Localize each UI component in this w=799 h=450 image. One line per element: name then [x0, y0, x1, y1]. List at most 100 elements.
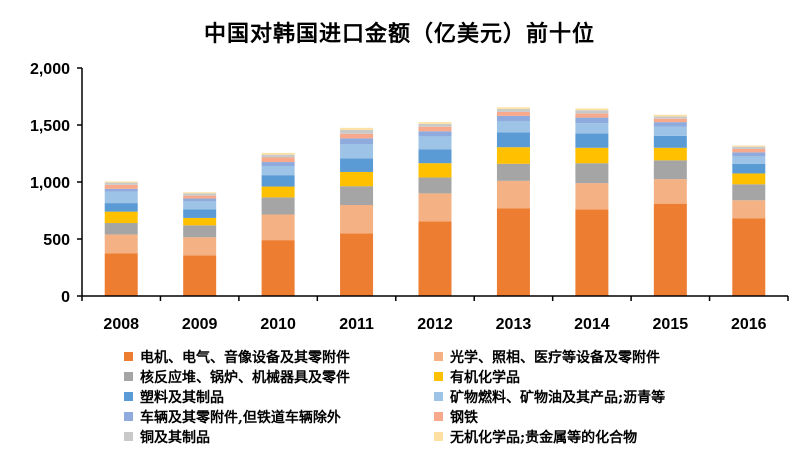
legend-swatch — [124, 432, 133, 441]
bar-segment-2013-s3 — [496, 147, 530, 164]
bar-segment-2015-s4 — [653, 135, 687, 148]
bar-segment-2014-s4 — [575, 133, 609, 148]
bar-segment-2013-s1 — [496, 180, 530, 209]
bar-segment-2011-s2 — [340, 186, 374, 206]
legend: 电机、电气、音像设备及其零附件 光学、照相、医疗等设备及零附件 核反应堆、锅炉、机械… — [124, 347, 794, 446]
bar-segment-2016-s4 — [732, 163, 766, 174]
x-tick-label: 2014 — [574, 316, 610, 333]
bar-segment-2013-s4 — [496, 132, 530, 148]
bar-segment-2012-s2 — [418, 177, 452, 194]
bar-segment-2008-s1 — [104, 234, 138, 254]
legend-swatch — [124, 352, 133, 361]
bar-segment-2010-s1 — [261, 214, 295, 241]
bar-segment-2011-s7 — [340, 133, 374, 139]
legend-item: 铜及其制品 — [124, 427, 424, 446]
bar-segment-2011-s3 — [340, 171, 374, 187]
bar-segment-2010-s5 — [261, 166, 295, 176]
legend-swatch — [434, 372, 443, 381]
x-tick-label: 2008 — [103, 316, 139, 333]
chart-title: 中国对韩国进口金额（亿美元）前十位 — [203, 21, 595, 47]
legend-label: 钢铁 — [450, 409, 478, 426]
bar-segment-2015-s1 — [653, 179, 687, 204]
legend-label: 塑料及其制品 — [140, 389, 224, 406]
bar-segment-2012-s8 — [418, 123, 452, 127]
legend-label: 电机、电气、音像设备及其零附件 — [140, 349, 350, 366]
bar-segment-2016-s6 — [732, 152, 766, 157]
bar-segment-2016-s7 — [732, 148, 766, 153]
bar-segment-2009-s8 — [183, 193, 217, 196]
bar-segment-2014-s7 — [575, 113, 609, 118]
bar-segment-2013-s0 — [496, 208, 530, 296]
bar-segment-2014-s1 — [575, 183, 609, 210]
bar-segment-2016-s1 — [732, 200, 766, 219]
bar-segment-2008-s4 — [104, 203, 138, 212]
x-tick-label: 2012 — [417, 316, 453, 333]
bar-segment-2013-s6 — [496, 115, 530, 122]
bar-segment-2008-s0 — [104, 253, 138, 296]
bar-segment-2014-s6 — [575, 117, 609, 124]
legend-swatch — [434, 412, 443, 421]
bar-segment-2012-s0 — [418, 221, 452, 296]
bar-segment-2009-s1 — [183, 237, 217, 256]
legend-item: 核反应堆、锅炉、机械器具及零件 — [124, 367, 424, 386]
legend-swatch — [124, 412, 133, 421]
legend-item: 钢铁 — [434, 407, 794, 426]
bar-segment-2009-s3 — [183, 217, 217, 226]
bar-segment-2008-s5 — [104, 191, 138, 204]
bar-segment-2012-s1 — [418, 193, 452, 222]
bar-segment-2010-s7 — [261, 157, 295, 163]
legend-item: 有机化学品 — [434, 367, 794, 386]
x-tick-label: 2011 — [339, 316, 374, 333]
bar-segment-2016-s9 — [732, 145, 766, 147]
bar-segment-2010-s8 — [261, 154, 295, 158]
bar-segment-2012-s7 — [418, 126, 452, 132]
bar-segment-2012-s5 — [418, 136, 452, 150]
legend-item: 车辆及其零附件,但铁道车辆除外 — [124, 407, 424, 426]
bar-segment-2009-s9 — [183, 192, 217, 194]
bar-segment-2011-s6 — [340, 138, 374, 145]
bar-segment-2013-s7 — [496, 111, 530, 116]
bar-segment-2011-s9 — [340, 127, 374, 130]
bar-segment-2015-s7 — [653, 118, 687, 123]
bar-segment-2016-s3 — [732, 173, 766, 185]
bar-segment-2009-s5 — [183, 201, 217, 210]
legend-label: 核反应堆、锅炉、机械器具及零件 — [140, 369, 350, 386]
bar-segment-2016-s8 — [732, 146, 766, 149]
legend-swatch — [124, 372, 133, 381]
bar-segment-2014-s3 — [575, 147, 609, 164]
bar-segment-2014-s8 — [575, 110, 609, 114]
bar-segment-2014-s5 — [575, 123, 609, 134]
bar-segment-2008-s7 — [104, 184, 138, 189]
legend-item: 矿物燃料、矿物油及其产品;沥青等 — [434, 387, 794, 406]
legend-swatch — [124, 392, 133, 401]
bar-segment-2015-s0 — [653, 203, 687, 296]
bar-segment-2008-s3 — [104, 211, 138, 224]
legend-swatch — [434, 392, 443, 401]
bar-segment-2010-s6 — [261, 162, 295, 167]
legend-label: 铜及其制品 — [140, 429, 210, 446]
bar-segment-2010-s2 — [261, 197, 295, 215]
x-tick-label: 2013 — [496, 316, 532, 333]
bar-segment-2008-s8 — [104, 182, 138, 185]
bar-segment-2009-s7 — [183, 195, 217, 199]
bar-segment-2016-s2 — [732, 184, 766, 201]
bar-segment-2012-s9 — [418, 122, 452, 124]
bar-segment-2013-s2 — [496, 163, 530, 181]
bar-segment-2011-s8 — [340, 129, 374, 134]
bar-segment-2008-s6 — [104, 188, 138, 192]
legend-swatch — [434, 352, 443, 361]
bar-segment-2013-s9 — [496, 107, 530, 110]
x-tick-label: 2015 — [653, 316, 689, 333]
bar-segment-2015-s8 — [653, 116, 687, 119]
legend-label: 车辆及其零附件,但铁道车辆除外 — [140, 409, 341, 426]
bar-segment-2014-s9 — [575, 108, 609, 111]
bar-segment-2014-s0 — [575, 209, 609, 296]
bar-segment-2013-s8 — [496, 109, 530, 112]
legend-item: 电机、电气、音像设备及其零附件 — [124, 347, 424, 366]
bar-segment-2015-s3 — [653, 147, 687, 161]
bar-segment-2013-s5 — [496, 121, 530, 133]
bar-segment-2015-s2 — [653, 160, 687, 180]
legend-item: 无机化学品;贵金属等的化合物 — [434, 427, 794, 446]
x-tick-label: 2009 — [182, 316, 218, 333]
bar-segment-2009-s2 — [183, 225, 217, 238]
